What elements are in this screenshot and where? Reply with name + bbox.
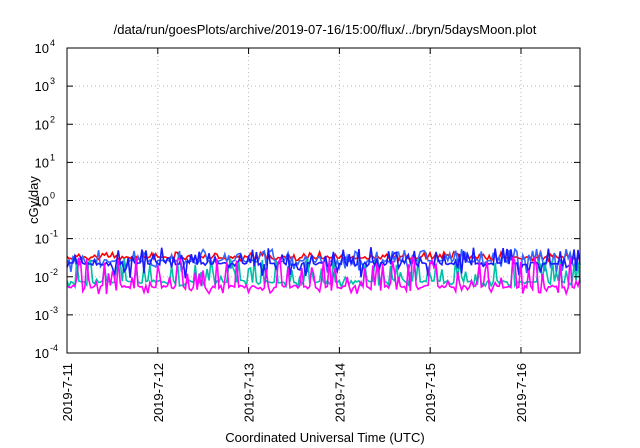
grid <box>67 48 580 353</box>
y-tick-exponent: -4 <box>50 343 58 353</box>
x-tick-label: 2019-7-11 <box>60 363 75 421</box>
x-tick-label: 2019-7-16 <box>514 363 529 422</box>
series-line <box>66 256 581 297</box>
x-tick-label: 2019-7-14 <box>332 363 347 422</box>
ticks <box>66 47 580 354</box>
y-tick-exponent: 0 <box>50 191 55 201</box>
y-tick-label: 10 <box>35 308 49 323</box>
y-tick-label: 10 <box>35 117 49 132</box>
y-tick-exponent: -2 <box>50 267 58 277</box>
x-tick-labels: 2019-7-11 2019-7-12 2019-7-13 2019-7-14 2019… <box>60 363 529 422</box>
series-layer <box>66 247 581 297</box>
y-tick-exponent: 1 <box>50 152 55 162</box>
chart-title: /data/run/goesPlots/archive/2019-07-16/1… <box>114 22 537 37</box>
series-line <box>66 256 581 290</box>
y-tick-label: 10 <box>35 346 49 361</box>
y-tick-label: 10 <box>35 232 49 247</box>
y-tick-exponent: 4 <box>50 38 55 48</box>
y-tick-label: 10 <box>35 41 49 56</box>
y-tick-exponent: -3 <box>50 305 58 315</box>
x-tick-label: 2019-7-12 <box>151 363 166 422</box>
y-tick-exponent: 2 <box>50 114 55 124</box>
x-tick-label: 2019-7-13 <box>242 363 257 422</box>
y-tick-label: 10 <box>35 194 49 209</box>
x-axis-label: Coordinated Universal Time (UTC) <box>225 430 424 445</box>
y-tick-label: 10 <box>35 79 49 94</box>
y-tick-label: 10 <box>35 155 49 170</box>
y-axis-label: cGy/day <box>26 176 41 224</box>
y-tick-exponent: -1 <box>50 229 58 239</box>
x-tick-label: 2019-7-15 <box>423 363 438 422</box>
y-tick-exponent: 3 <box>50 76 55 86</box>
y-tick-label: 10 <box>35 270 49 285</box>
